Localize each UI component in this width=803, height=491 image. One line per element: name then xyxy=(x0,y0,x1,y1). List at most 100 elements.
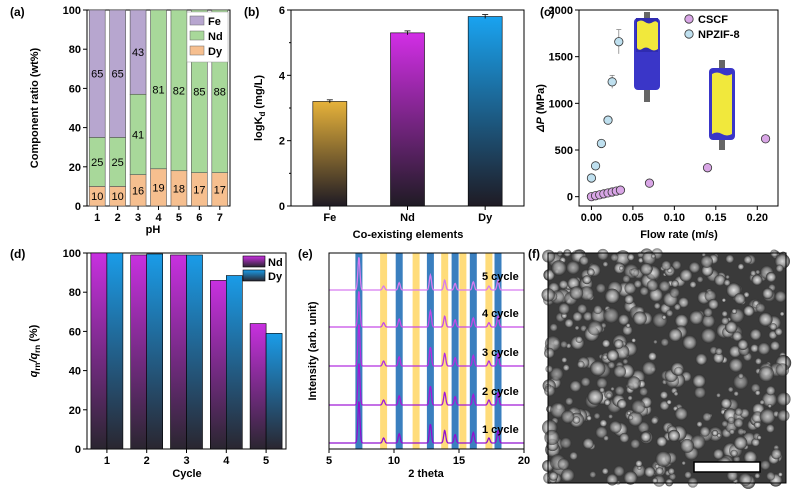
sem-particle xyxy=(619,432,630,443)
sem-particle xyxy=(753,421,762,429)
reference-band-blue xyxy=(469,253,477,449)
sem-particle xyxy=(660,338,669,347)
point-npzif8 xyxy=(607,77,617,87)
sem-particle xyxy=(580,377,591,387)
panel-e-frame xyxy=(328,252,525,450)
bar-dy-cycle3 xyxy=(186,254,203,450)
sem-particle xyxy=(674,366,684,376)
cycle-label-4: 4 cycle xyxy=(482,308,519,320)
x-tick-label: 0.15 xyxy=(705,212,726,224)
sem-particle xyxy=(703,307,713,318)
sem-particle xyxy=(650,416,659,425)
sem-particle xyxy=(661,260,672,271)
sem-particle xyxy=(733,391,739,397)
sem-particle xyxy=(671,260,682,270)
sem-particle xyxy=(653,302,661,310)
xrd-pattern-cycle-4 xyxy=(329,291,524,328)
sem-particle xyxy=(661,315,667,320)
bar-nd-cycle5 xyxy=(249,323,267,450)
sem-particle xyxy=(695,353,708,366)
sem-particle xyxy=(589,471,597,478)
sem-particle xyxy=(628,415,634,421)
bar-dy-cycle5 xyxy=(265,333,283,450)
sem-particle xyxy=(658,280,671,293)
sem-particle xyxy=(755,303,766,313)
data-label-dy-ph5: 18 xyxy=(173,183,185,195)
sem-particle xyxy=(750,270,757,277)
sem-particle xyxy=(759,399,765,405)
sem-particle xyxy=(607,361,616,369)
sem-particle xyxy=(633,279,642,289)
sem-frame xyxy=(547,252,787,484)
data-label-dy-ph6: 17 xyxy=(193,184,205,196)
sem-particle xyxy=(731,308,737,314)
sem-particle xyxy=(734,293,746,305)
y-tick-label: 0 xyxy=(567,192,573,204)
data-label-nd-ph5: 82 xyxy=(173,85,185,97)
bar-nd-ph5 xyxy=(170,9,188,172)
sem-particle xyxy=(769,323,777,331)
panel-f-label: (f) xyxy=(528,247,540,261)
sem-particle xyxy=(590,360,606,377)
sem-particle xyxy=(543,269,555,281)
sem-particle xyxy=(561,468,575,483)
sem-particle-texture xyxy=(541,248,792,489)
sem-particle xyxy=(680,438,695,453)
sem-particle xyxy=(652,477,658,484)
x-tick-label: 0.00 xyxy=(581,212,602,224)
point-npzif8 xyxy=(603,115,613,125)
panel-d-bar-chart: 1 2 3 4 5 0 20 40 60 80 100 Nd Dy (d) Cycle qrn/qrn… xyxy=(10,247,287,480)
sem-particle xyxy=(639,387,649,397)
x-tick-label-fe: Fe xyxy=(323,212,336,224)
legend-label-fe: Fe xyxy=(208,16,221,28)
data-label-fe-ph1: 65 xyxy=(91,69,103,81)
sem-particle xyxy=(618,314,630,326)
point-cscf xyxy=(615,185,626,195)
sem-particle xyxy=(655,451,672,467)
legend-label-dy: Dy xyxy=(268,271,283,283)
sem-particle xyxy=(654,464,660,469)
sem-particle xyxy=(610,386,615,391)
bar-dy-cycle4 xyxy=(226,275,243,450)
y-tick-label: 4 xyxy=(279,70,286,82)
sem-particle xyxy=(630,438,641,449)
data-label-nd-ph6: 85 xyxy=(193,86,205,98)
legend-label-cscf: CSCF xyxy=(698,14,728,26)
sem-particle xyxy=(601,467,609,475)
sem-particle xyxy=(558,302,570,315)
sem-particle xyxy=(774,327,783,336)
sem-particle xyxy=(644,466,656,478)
sem-particle xyxy=(595,426,608,439)
data-label-dy-ph2: 10 xyxy=(112,191,124,203)
sem-particle xyxy=(775,264,784,273)
sem-particle xyxy=(738,373,744,379)
sem-particle xyxy=(577,360,585,369)
sem-particle xyxy=(648,352,657,361)
sem-particle xyxy=(613,339,624,349)
sem-particle xyxy=(632,311,647,326)
sem-particle xyxy=(597,248,609,261)
y-tick-label: 6 xyxy=(279,5,285,17)
sem-particle xyxy=(723,279,731,287)
sem-particle xyxy=(743,305,755,317)
sem-particle xyxy=(562,364,570,372)
sem-particle xyxy=(640,431,652,443)
sem-particle xyxy=(544,335,561,352)
sem-particle xyxy=(631,338,636,343)
sem-particle xyxy=(679,268,693,282)
panel-b-bar-chart: Fe Nd Dy 0 2 4 6 (b) Co-existing elements logK… xyxy=(244,5,525,241)
data-label-fe-ph3: 43 xyxy=(132,47,144,59)
sem-particle xyxy=(700,255,713,268)
panel-e-xlabel: 2 theta xyxy=(408,468,444,480)
panel-e-ylabel: Intensity (arb. unit) xyxy=(307,301,319,400)
sem-particle xyxy=(627,253,635,261)
sem-particle xyxy=(542,249,556,263)
sem-particle xyxy=(622,358,629,365)
legend-marker-npzif8 xyxy=(684,29,694,39)
bar-fe-ph3 xyxy=(129,9,147,95)
sem-particle xyxy=(639,286,649,296)
sem-particle xyxy=(725,274,730,280)
sem-particle xyxy=(734,407,743,416)
sem-particle xyxy=(637,251,644,258)
